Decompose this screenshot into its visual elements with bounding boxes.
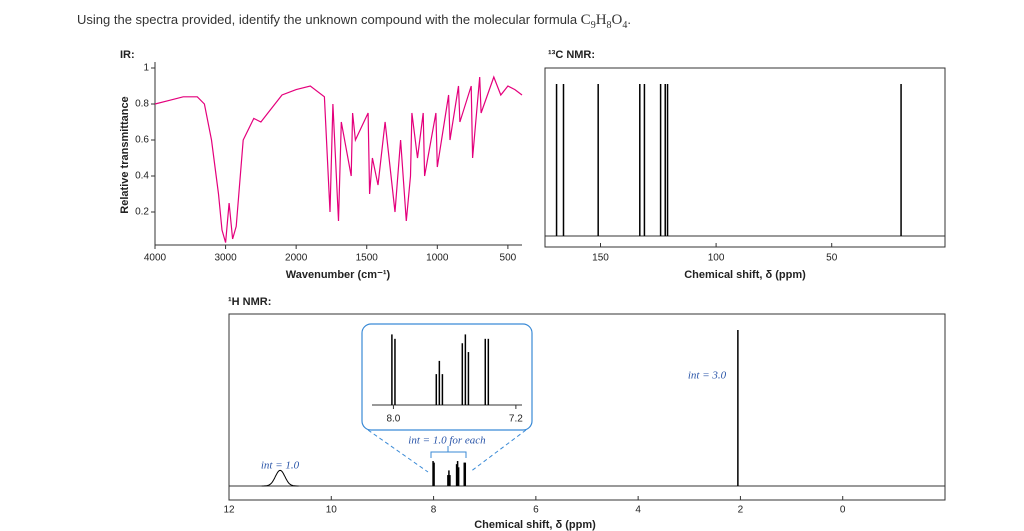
count: 4 — [622, 20, 628, 31]
x-tick-label: 150 — [592, 253, 609, 264]
x-tick-label: 1500 — [356, 253, 379, 264]
x-tick-label: 1000 — [426, 253, 449, 264]
chart-title: ¹H NMR: — [228, 296, 271, 308]
inset-box — [361, 323, 533, 431]
x-tick-label: 2 — [738, 505, 744, 516]
annotation: int = 1.0 — [261, 460, 300, 472]
chart-title: IR: — [120, 49, 135, 61]
element: C — [580, 12, 591, 28]
inset-tick-label: 8.0 — [386, 414, 400, 425]
count: 9 — [590, 20, 596, 31]
count: 8 — [606, 20, 612, 31]
chart-title: ¹³C NMR: — [548, 49, 595, 61]
inset-tick-label: 7.2 — [509, 414, 523, 425]
inset-connector — [367, 429, 429, 473]
x-axis-label: Chemical shift, δ (ppm) — [684, 269, 806, 281]
y-tick-label: 0.6 — [135, 135, 149, 146]
x-tick-label: 4000 — [144, 253, 167, 264]
x-tick-label: 8 — [431, 505, 437, 516]
question: Using the spectra provided, identify the… — [77, 12, 631, 31]
broad-peak — [261, 469, 299, 487]
x-tick-label: 6 — [533, 505, 539, 516]
h1-frame — [228, 313, 946, 501]
x-tick-label: 2000 — [285, 253, 308, 264]
annotation: int = 1.0 for each — [408, 435, 486, 447]
x-axis-label: Chemical shift, δ (ppm) — [474, 519, 596, 531]
ir-spectrum — [154, 75, 523, 243]
y-tick-label: 0.2 — [135, 207, 149, 218]
element: H — [595, 12, 607, 28]
question-text: Using the spectra provided, identify the… — [77, 12, 581, 27]
inset-connector — [469, 429, 527, 473]
x-tick-label: 4 — [635, 505, 641, 516]
bracket — [430, 446, 467, 458]
x-tick-label: 500 — [500, 253, 517, 264]
period: . — [627, 12, 631, 27]
formula: C9H8O4 — [580, 12, 628, 31]
x-tick-label: 100 — [708, 253, 725, 264]
y-axis-label: Relative transmittance — [119, 96, 131, 213]
x-axis-label: Wavenumber (cm⁻¹) — [286, 269, 391, 281]
y-tick-label: 0.4 — [135, 171, 149, 182]
y-tick-label: 0.8 — [135, 99, 149, 110]
x-tick-label: 0 — [840, 505, 846, 516]
x-tick-label: 12 — [223, 505, 235, 516]
y-tick-label: 1 — [143, 63, 149, 74]
x-tick-label: 50 — [826, 253, 838, 264]
x-tick-label: 3000 — [214, 253, 237, 264]
annotation: int = 3.0 — [688, 370, 727, 382]
element: O — [611, 12, 623, 28]
x-tick-label: 10 — [326, 505, 338, 516]
c13-frame — [544, 67, 946, 248]
